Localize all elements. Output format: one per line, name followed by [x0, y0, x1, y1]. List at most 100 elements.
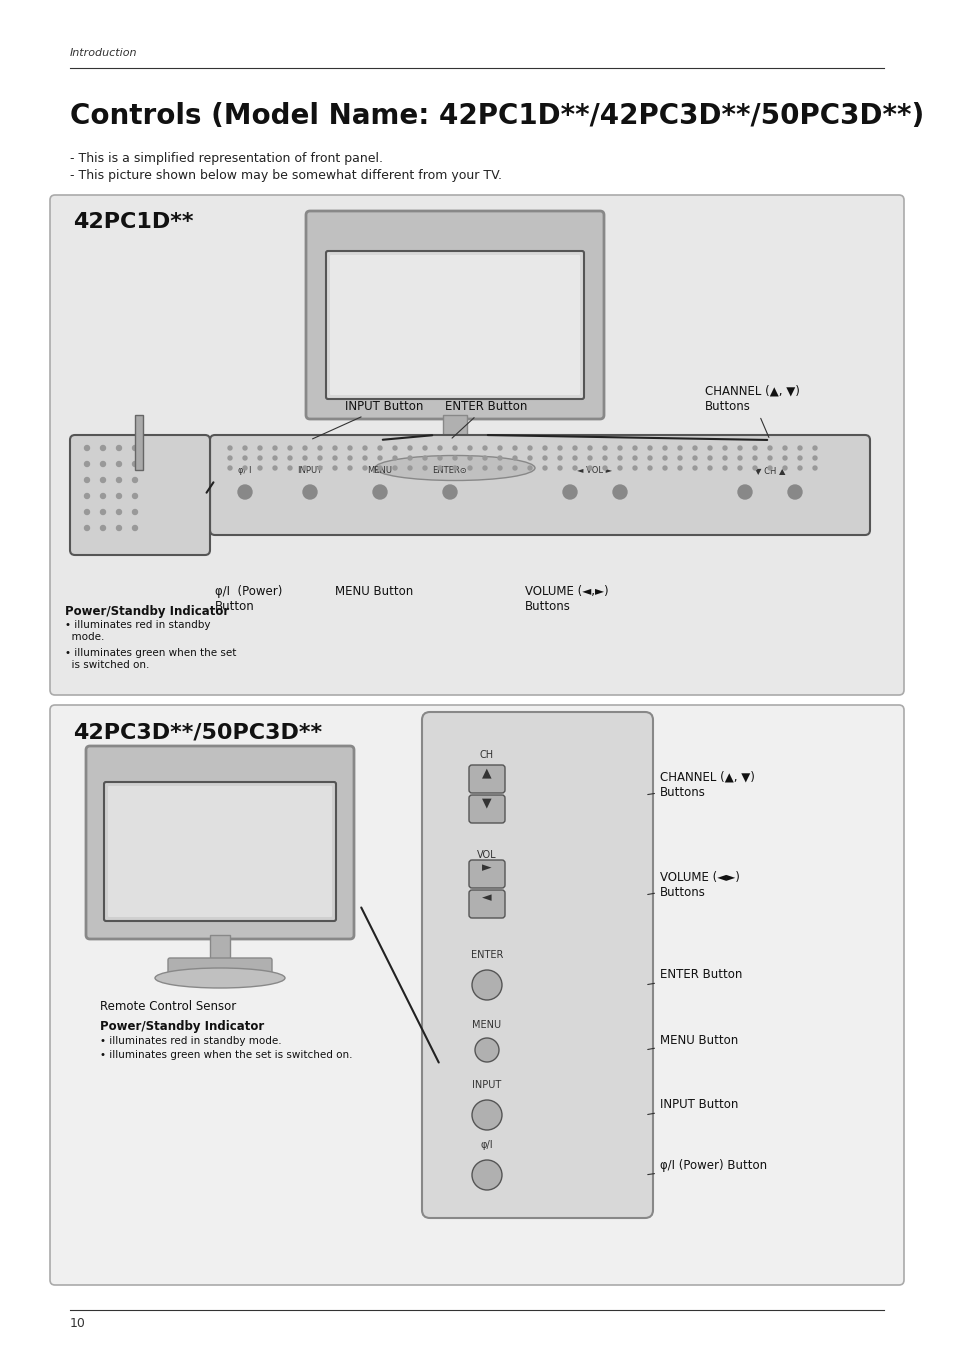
- Circle shape: [752, 466, 757, 470]
- Text: VOL: VOL: [476, 850, 497, 861]
- Circle shape: [393, 466, 396, 470]
- Circle shape: [662, 466, 666, 470]
- Circle shape: [587, 457, 592, 459]
- Circle shape: [85, 462, 90, 466]
- Text: ▼: ▼: [481, 796, 492, 809]
- Circle shape: [288, 457, 292, 459]
- Circle shape: [573, 446, 577, 450]
- Text: ENTER⊙: ENTER⊙: [432, 466, 467, 476]
- FancyBboxPatch shape: [469, 890, 504, 917]
- Circle shape: [678, 446, 681, 450]
- Circle shape: [662, 457, 666, 459]
- Circle shape: [647, 457, 651, 459]
- Circle shape: [587, 466, 592, 470]
- Circle shape: [363, 446, 367, 450]
- Text: Introduction: Introduction: [70, 49, 137, 58]
- Circle shape: [303, 457, 307, 459]
- Circle shape: [562, 485, 577, 499]
- Circle shape: [475, 1038, 498, 1062]
- Circle shape: [237, 485, 252, 499]
- Circle shape: [442, 485, 456, 499]
- FancyBboxPatch shape: [70, 435, 210, 555]
- Circle shape: [797, 446, 801, 450]
- Text: 10: 10: [70, 1317, 86, 1329]
- Circle shape: [453, 457, 456, 459]
- Circle shape: [363, 457, 367, 459]
- Circle shape: [116, 446, 121, 450]
- Circle shape: [333, 446, 336, 450]
- Circle shape: [782, 457, 786, 459]
- FancyBboxPatch shape: [469, 765, 504, 793]
- Circle shape: [468, 466, 472, 470]
- Circle shape: [468, 457, 472, 459]
- Circle shape: [707, 446, 711, 450]
- Circle shape: [618, 466, 621, 470]
- Circle shape: [602, 466, 606, 470]
- FancyBboxPatch shape: [50, 705, 903, 1285]
- Circle shape: [303, 446, 307, 450]
- Text: CH: CH: [479, 750, 494, 761]
- Circle shape: [317, 457, 322, 459]
- FancyBboxPatch shape: [306, 211, 603, 419]
- Circle shape: [647, 466, 651, 470]
- Circle shape: [228, 446, 232, 450]
- Circle shape: [85, 526, 90, 531]
- Circle shape: [303, 485, 316, 499]
- Text: MENU: MENU: [367, 466, 392, 476]
- Circle shape: [333, 466, 336, 470]
- Circle shape: [722, 466, 726, 470]
- Circle shape: [722, 446, 726, 450]
- FancyBboxPatch shape: [469, 861, 504, 888]
- Circle shape: [633, 466, 637, 470]
- Circle shape: [393, 446, 396, 450]
- Text: INPUT Button: INPUT Button: [313, 400, 423, 439]
- Circle shape: [752, 446, 757, 450]
- Circle shape: [707, 466, 711, 470]
- Circle shape: [513, 466, 517, 470]
- Circle shape: [692, 446, 697, 450]
- Text: ►: ►: [481, 861, 492, 874]
- Bar: [135, 415, 143, 470]
- Text: Controls (Model Name: 42PC1D**/42PC3D**/50PC3D**): Controls (Model Name: 42PC1D**/42PC3D**/…: [70, 101, 923, 130]
- Text: ENTER: ENTER: [471, 950, 502, 961]
- Circle shape: [132, 446, 137, 450]
- Circle shape: [408, 466, 412, 470]
- Circle shape: [132, 462, 137, 466]
- Circle shape: [228, 466, 232, 470]
- Ellipse shape: [154, 969, 285, 988]
- Circle shape: [472, 1161, 501, 1190]
- Circle shape: [633, 457, 637, 459]
- Circle shape: [662, 446, 666, 450]
- Text: ◄: ◄: [481, 892, 492, 904]
- Circle shape: [116, 526, 121, 531]
- Text: Remote Control Sensor: Remote Control Sensor: [100, 1000, 236, 1013]
- Circle shape: [393, 457, 396, 459]
- Circle shape: [373, 485, 387, 499]
- Circle shape: [797, 466, 801, 470]
- Circle shape: [273, 446, 276, 450]
- Circle shape: [333, 457, 336, 459]
- Circle shape: [573, 457, 577, 459]
- Text: φ/I  (Power)
Button: φ/I (Power) Button: [214, 585, 282, 613]
- Circle shape: [542, 446, 546, 450]
- Circle shape: [558, 466, 561, 470]
- Circle shape: [377, 446, 381, 450]
- Circle shape: [812, 466, 816, 470]
- Circle shape: [692, 457, 697, 459]
- Circle shape: [497, 446, 501, 450]
- Circle shape: [527, 446, 532, 450]
- Circle shape: [243, 446, 247, 450]
- Circle shape: [100, 477, 106, 482]
- Text: ENTER Button: ENTER Button: [444, 400, 527, 438]
- Circle shape: [116, 509, 121, 515]
- FancyBboxPatch shape: [210, 435, 869, 535]
- Text: - This picture shown below may be somewhat different from your TV.: - This picture shown below may be somewh…: [70, 169, 501, 182]
- Circle shape: [422, 457, 427, 459]
- Circle shape: [618, 446, 621, 450]
- Circle shape: [527, 457, 532, 459]
- Circle shape: [482, 466, 486, 470]
- Circle shape: [85, 509, 90, 515]
- Circle shape: [613, 485, 626, 499]
- Text: INPUT: INPUT: [297, 466, 322, 476]
- Circle shape: [812, 446, 816, 450]
